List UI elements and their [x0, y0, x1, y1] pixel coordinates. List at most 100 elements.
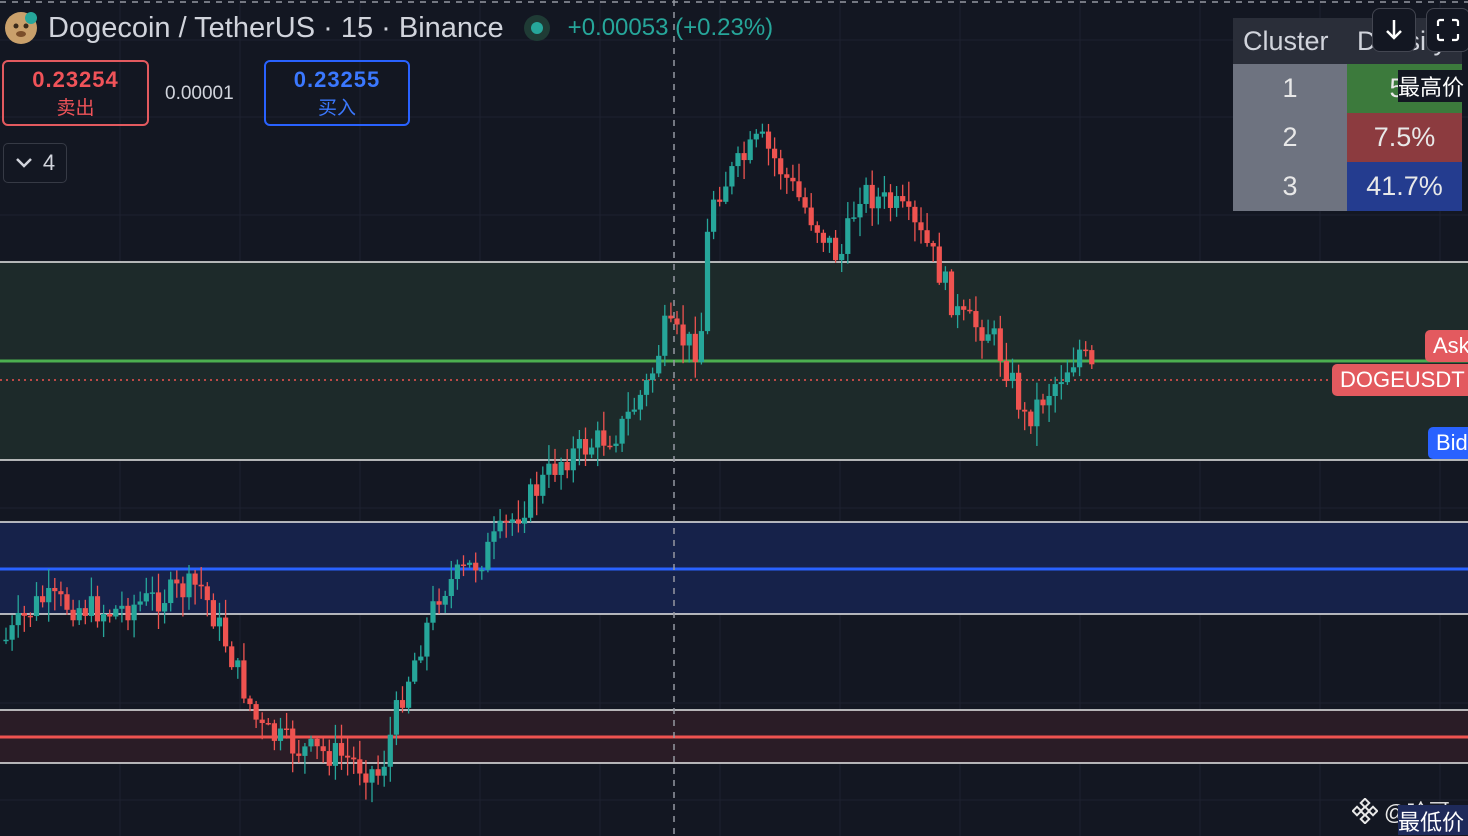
candle-body [180, 583, 186, 598]
candle-body [668, 315, 674, 319]
candle-body [1046, 395, 1052, 406]
candle-body [643, 380, 650, 395]
candle-body [820, 232, 826, 243]
candle-body [1009, 372, 1016, 381]
candle-body [930, 243, 936, 247]
price-change: +0.00053 (+0.23%) [567, 14, 774, 41]
candle-body [784, 174, 790, 178]
cluster-table: Cluster Density 1 50 2 7.5% 3 41.7% [1233, 18, 1462, 211]
table-row: 2 7.5% [1233, 113, 1462, 162]
candle-body [229, 646, 235, 668]
candle-body [186, 573, 192, 598]
candle-body [131, 604, 137, 621]
symbol-title[interactable]: Dogecoin / TetherUS · 15 · Binance [48, 11, 504, 44]
candle-body [393, 700, 399, 735]
candle-body [613, 443, 619, 446]
high-price-label: 最高价 [1398, 70, 1468, 102]
candle-body [1016, 372, 1022, 410]
candle-body [845, 218, 851, 254]
candle-body [247, 698, 253, 705]
candle-body [21, 613, 27, 616]
candle-body [259, 719, 265, 724]
candle-body [851, 217, 857, 219]
buy-button[interactable]: 0.23255 买入 [264, 60, 410, 126]
scroll-down-button[interactable] [1372, 8, 1416, 52]
candle-body [94, 596, 101, 622]
cluster-density: 41.7% [1347, 162, 1462, 211]
candle-body [454, 564, 460, 580]
candle-body [424, 622, 430, 657]
candle-body [155, 592, 162, 612]
candle-body [595, 430, 601, 448]
candle-body [58, 591, 64, 595]
candle-body [284, 728, 290, 731]
candle-body [589, 447, 595, 455]
candle-body [973, 311, 979, 328]
candle-body [1083, 349, 1089, 352]
candle-body [564, 462, 570, 471]
candle-body [881, 192, 887, 197]
candle-body [540, 474, 546, 496]
arrow-down-icon [1386, 20, 1402, 40]
candle-body [198, 584, 204, 587]
candle-body [698, 331, 704, 363]
candle-body [46, 587, 52, 603]
candle-body [546, 463, 552, 475]
candlesticks [3, 123, 1095, 803]
candle-body [137, 601, 143, 605]
symbol-price-label: DOGEUSDT [1332, 364, 1468, 396]
candle-body [839, 253, 845, 261]
candle-body [753, 133, 759, 140]
bid-price-label: Bid [1428, 427, 1468, 459]
candle-body [607, 445, 613, 448]
candle-body [759, 131, 765, 134]
indicator-count: 4 [42, 150, 56, 175]
candle-body [582, 439, 589, 455]
candle-body [1034, 399, 1040, 427]
candle-body [82, 608, 88, 616]
candle-body [479, 569, 485, 572]
candle-body [460, 564, 467, 567]
indicator-toggle-button[interactable]: 4 [3, 143, 67, 183]
candle-body [412, 660, 418, 682]
sell-label: 卖出 [56, 97, 95, 119]
binance-logo-icon [1351, 797, 1379, 825]
candle-body [912, 206, 918, 223]
candle-body [723, 186, 729, 202]
candle-body [515, 519, 521, 524]
table-row: 1 50 [1233, 64, 1462, 113]
cluster-id: 2 [1233, 113, 1347, 162]
candle-body [967, 309, 973, 312]
candle-body [174, 579, 180, 584]
candle-body [223, 617, 229, 647]
candle-body [320, 746, 326, 752]
candle-body [906, 201, 912, 207]
candle-body [387, 734, 393, 767]
candle-body [936, 246, 942, 283]
table-row: 3 41.7% [1233, 162, 1462, 211]
candle-body [796, 181, 802, 198]
candle-body [271, 723, 277, 741]
candle-body [729, 166, 735, 187]
candle-body [235, 660, 241, 668]
candle-body [857, 203, 863, 218]
candle-body [253, 704, 259, 720]
candle-body [369, 769, 375, 783]
candle-body [125, 605, 131, 621]
candle-body [778, 158, 784, 175]
candle-body [308, 738, 314, 747]
candle-body [765, 131, 772, 149]
candle-body [1052, 384, 1058, 396]
buy-label: 买入 [317, 97, 356, 119]
candle-body [216, 617, 223, 627]
candle-body [656, 355, 662, 374]
sell-button[interactable]: 0.23254 卖出 [2, 60, 149, 126]
fullscreen-button[interactable] [1426, 8, 1468, 52]
market-open-status-icon [523, 15, 550, 41]
candle-body [1064, 372, 1070, 383]
candle-body [869, 184, 875, 209]
candle-body [887, 192, 894, 208]
candle-body [162, 603, 168, 612]
